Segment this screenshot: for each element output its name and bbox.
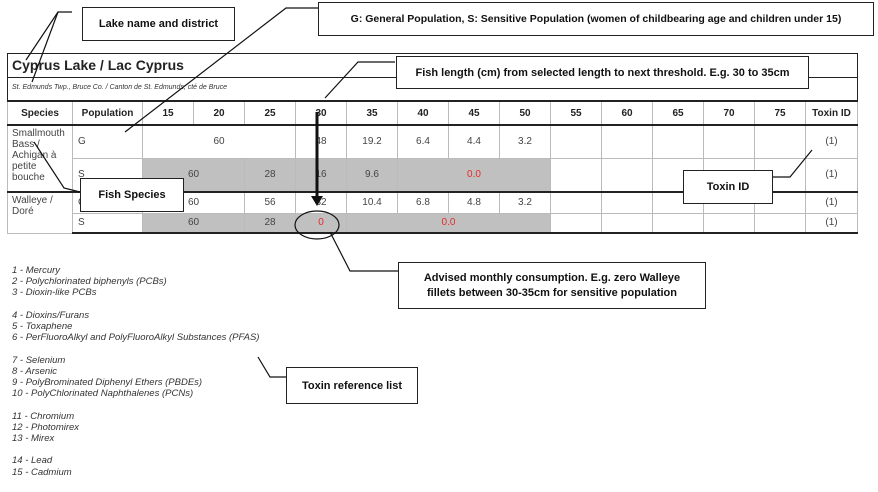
toxin-item: 6 - PerFluoroAlkyl and PolyFluoroAlkyl S… xyxy=(12,332,260,344)
consumption-cell: 0.0 xyxy=(346,212,551,234)
toxin-spacer xyxy=(12,343,259,354)
toxin-reference-list: 1 - Mercury 2 - Polychlorinated biphenyl… xyxy=(12,265,259,478)
species-smallmouth: Smallmouth Bass / Achigan à petite bouch… xyxy=(7,124,73,193)
toxin-item: 10 - PolyChlorinated Naphthalenes (PCNs) xyxy=(12,388,194,400)
toxin-item: 1 - Mercury xyxy=(12,265,61,276)
callout-advised: Advised monthly consumption. E.g. zero W… xyxy=(398,262,706,309)
toxin-item: 13 - Mirex xyxy=(12,433,55,444)
header-toxin-id: Toxin ID xyxy=(805,100,858,126)
toxin-spacer xyxy=(12,299,259,310)
callout-lake-name: Lake name and district xyxy=(82,7,235,41)
empty-cell xyxy=(601,124,653,159)
toxin-id-cell: (1) xyxy=(805,124,858,159)
toxin-item: 9 - PolyBrominated Diphenyl Ethers (PBDE… xyxy=(12,377,203,388)
header-row: Species Population 15 20 25 30 35 40 45 … xyxy=(7,100,858,126)
toxin-item: 4 - Dioxins/Furans xyxy=(12,309,90,321)
consumption-cell: 16 xyxy=(295,157,347,193)
empty-cell xyxy=(703,124,755,159)
toxin-spacer xyxy=(12,399,259,410)
header-length: 45 xyxy=(448,100,500,126)
toxin-item: 11 - Chromium xyxy=(12,410,75,422)
toxin-item: 3 - Dioxin-like PCBs xyxy=(12,287,97,299)
header-length: 20 xyxy=(193,100,245,126)
consumption-cell: 0 xyxy=(295,212,347,234)
callout-fish-species: Fish Species xyxy=(80,178,184,212)
consumption-cell: 3.2 xyxy=(499,124,551,159)
consumption-cell: 60 xyxy=(142,124,296,159)
toxin-item: 12 - Photomirex xyxy=(12,421,80,433)
toxin-id-cell: (1) xyxy=(805,212,858,234)
consumption-cell: 60 xyxy=(142,212,245,234)
toxin-id-cell: (1) xyxy=(805,157,858,193)
toxin-spacer xyxy=(12,444,259,455)
header-population: Population xyxy=(72,100,143,126)
callout-toxin-id: Toxin ID xyxy=(683,170,773,204)
header-length: 60 xyxy=(601,100,653,126)
consumption-cell: 28 xyxy=(244,157,296,193)
header-length: 75 xyxy=(754,100,806,126)
header-length: 30 xyxy=(295,100,347,126)
consumption-cell: 9.6 xyxy=(346,157,398,193)
toxin-item: 15 - Cadmium xyxy=(12,466,72,478)
header-length: 65 xyxy=(652,100,704,126)
lake-title: Cyprus Lake / Lac Cyprus xyxy=(12,57,184,73)
title-top-border xyxy=(7,53,858,54)
toxin-item: 5 - Toxaphene xyxy=(12,321,73,332)
header-length: 35 xyxy=(346,100,398,126)
header-length: 70 xyxy=(703,100,755,126)
species-walleye: Walleye / Doré xyxy=(7,191,73,234)
table-row: Smallmouth Bass / Achigan à petite bouch… xyxy=(7,124,858,193)
toxin-item: 7 - Selenium xyxy=(12,354,66,366)
callout-population: G: General Population, S: Sensitive Popu… xyxy=(318,2,874,36)
consumption-cell: 48 xyxy=(295,124,347,159)
title-frame-left xyxy=(7,53,8,100)
header-length: 15 xyxy=(142,100,194,126)
toxin-item: 14 - Lead xyxy=(12,455,53,467)
population-cell: G xyxy=(72,124,143,159)
lake-district: St. Edmunds Twp., Bruce Co. / Canton de … xyxy=(12,84,228,91)
callout-toxin-ref: Toxin reference list xyxy=(286,367,418,404)
header-length: 40 xyxy=(397,100,449,126)
empty-cell xyxy=(652,124,704,159)
empty-cell xyxy=(550,124,602,159)
title-frame-right xyxy=(857,53,858,100)
table-row: S 60 28 0 0.0 (1) xyxy=(8,212,858,234)
callout-fish-length: Fish length (cm) from selected length to… xyxy=(396,56,809,89)
toxin-item: 2 - Polychlorinated biphenyls (PCBs) xyxy=(12,276,167,288)
consumption-cell: 19.2 xyxy=(346,124,398,159)
toxin-item: 8 - Arsenic xyxy=(12,365,58,377)
header-length: 25 xyxy=(244,100,296,126)
header-species: Species xyxy=(7,100,73,126)
